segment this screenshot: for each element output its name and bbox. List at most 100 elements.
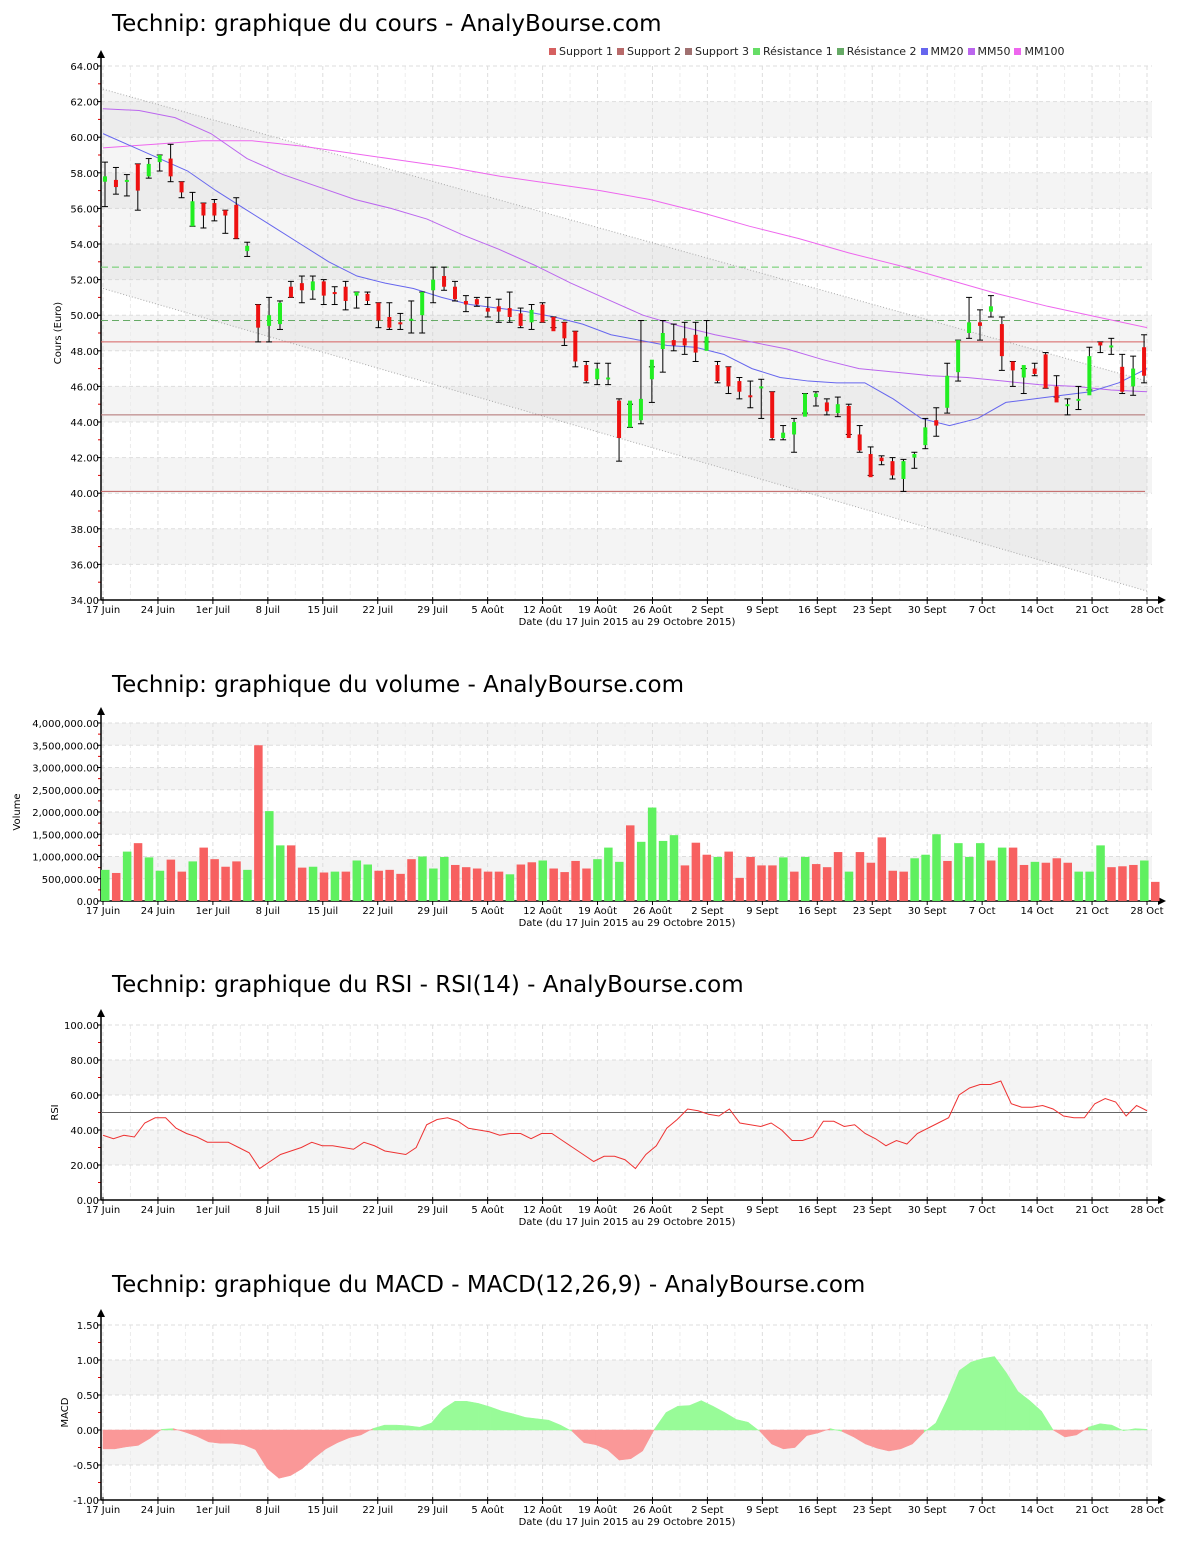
candle-body [463, 300, 468, 305]
candle-body [1109, 345, 1114, 348]
candle-body [1087, 356, 1092, 396]
x-tick-label: 23 Sept [853, 1205, 892, 1216]
volume-bar [1107, 867, 1116, 901]
volume-bar [407, 859, 416, 901]
volume-bar [822, 867, 832, 901]
macd-area [396, 1424, 409, 1431]
legend-swatch [616, 48, 624, 55]
legend-item: Support 2 [616, 45, 681, 58]
x-tick-label: 26 Août [633, 905, 672, 917]
y-tick-label: 3,500,000.00 [32, 741, 99, 752]
x-tick-label: 24 Juin [141, 1205, 175, 1216]
y-tick-label: 60.00 [70, 1091, 99, 1102]
x-tick-label: 16 Sept [798, 1505, 837, 1516]
x-tick-label: 2 Sept [691, 1205, 723, 1216]
legend-swatch [752, 48, 760, 55]
volume-bar [921, 854, 930, 901]
candle-body [901, 461, 906, 479]
volume-bar [265, 811, 274, 901]
candle-body [595, 368, 600, 380]
volume-bar [440, 856, 449, 901]
macd-area [1088, 1423, 1101, 1431]
candle-body [409, 318, 414, 321]
volume-bar [210, 859, 219, 901]
macd-area [1017, 1390, 1030, 1431]
macd-area [876, 1429, 890, 1452]
candle-body [660, 333, 665, 350]
y-tick-label: 1.00 [77, 1356, 99, 1367]
candle-body [310, 281, 315, 291]
x-tick-label: 30 Sept [908, 1505, 947, 1516]
candle-body [485, 308, 490, 312]
volume-bar [1019, 864, 1029, 901]
volume-bar [418, 856, 427, 901]
candle-body [693, 334, 698, 353]
candle-body [1032, 368, 1037, 374]
candle-body [278, 302, 282, 325]
x-tick-label: 29 Juil [417, 906, 448, 917]
x-tick-label: 28 Oct [1130, 1205, 1163, 1216]
macd-area [489, 1406, 503, 1431]
volume-bar [254, 745, 263, 901]
candle-body [190, 201, 195, 227]
rsi-chart-panel: Technip: graphique du RSI - RSI(14) - An… [0, 950, 1200, 1250]
legend-item: Résistance 2 [836, 45, 917, 58]
candle-body [649, 359, 654, 380]
volume-bar [1041, 862, 1051, 901]
volume-bar [779, 857, 788, 901]
candle-body [1098, 341, 1103, 346]
candle-body [529, 309, 534, 323]
candle-body [321, 281, 326, 296]
volume-bar [582, 868, 591, 901]
x-axis-title: Date (du 17 Juin 2015 au 29 Octobre 2015… [519, 1217, 736, 1228]
y-axis-arrow-icon [97, 1009, 105, 1017]
x-tick-label: 7 Oct [969, 1205, 996, 1216]
macd-area [1041, 1410, 1054, 1431]
volume-bar [352, 860, 362, 901]
candle-body [1076, 398, 1081, 401]
macd-area [583, 1429, 596, 1445]
y-axis-title: RSI [50, 1104, 61, 1120]
candle-body [113, 179, 118, 188]
x-tick-label: 7 Oct [969, 1505, 996, 1516]
candle-body [606, 377, 611, 380]
macd-area [747, 1421, 761, 1432]
x-tick-label: 17 Juin [86, 1205, 120, 1216]
macd-area [959, 1361, 972, 1431]
candle-body [343, 286, 348, 301]
volume-chart-panel: Technip: graphique du volume - AnalyBour… [0, 650, 1200, 950]
x-tick-label: 14 Oct [1021, 1505, 1054, 1516]
candle-body [1010, 361, 1015, 371]
candle-body [223, 210, 228, 216]
y-tick-label: 100.00 [64, 1021, 99, 1032]
x-tick-label: 24 Juin [141, 1505, 175, 1516]
volume-bar [1129, 864, 1138, 901]
candle-body [1021, 365, 1026, 378]
candle-body [234, 204, 239, 239]
x-axis-arrow-icon [1158, 1496, 1166, 1504]
candle-body [803, 393, 807, 417]
x-tick-label: 7 Oct [969, 906, 996, 917]
x-tick-label: 16 Sept [798, 1205, 837, 1216]
x-tick-label: 5 Août [471, 1204, 504, 1216]
volume-bar [811, 864, 821, 901]
volume-bar [571, 860, 580, 901]
x-tick-label: 12 Août [523, 604, 562, 616]
regression-upper-line [102, 88, 1148, 382]
volume-chart-title: Technip: graphique du volume - AnalyBour… [112, 672, 684, 698]
candle-body [781, 432, 786, 439]
candle-body [507, 308, 512, 317]
legend-item: MM100 [1014, 45, 1064, 58]
candle-body [999, 324, 1004, 357]
volume-bar [746, 856, 755, 901]
x-tick-label: 2 Sept [691, 1505, 723, 1516]
y-tick-label: 64.00 [70, 62, 99, 73]
legend-label: Résistance 1 [762, 45, 833, 58]
volume-bar [626, 825, 635, 901]
candle-body [496, 306, 501, 312]
legend-swatch [920, 48, 928, 55]
x-tick-label: 8 Juil [256, 1205, 280, 1216]
plot-band [101, 172, 1152, 209]
candle-body [912, 454, 917, 458]
macd-area [724, 1412, 737, 1431]
